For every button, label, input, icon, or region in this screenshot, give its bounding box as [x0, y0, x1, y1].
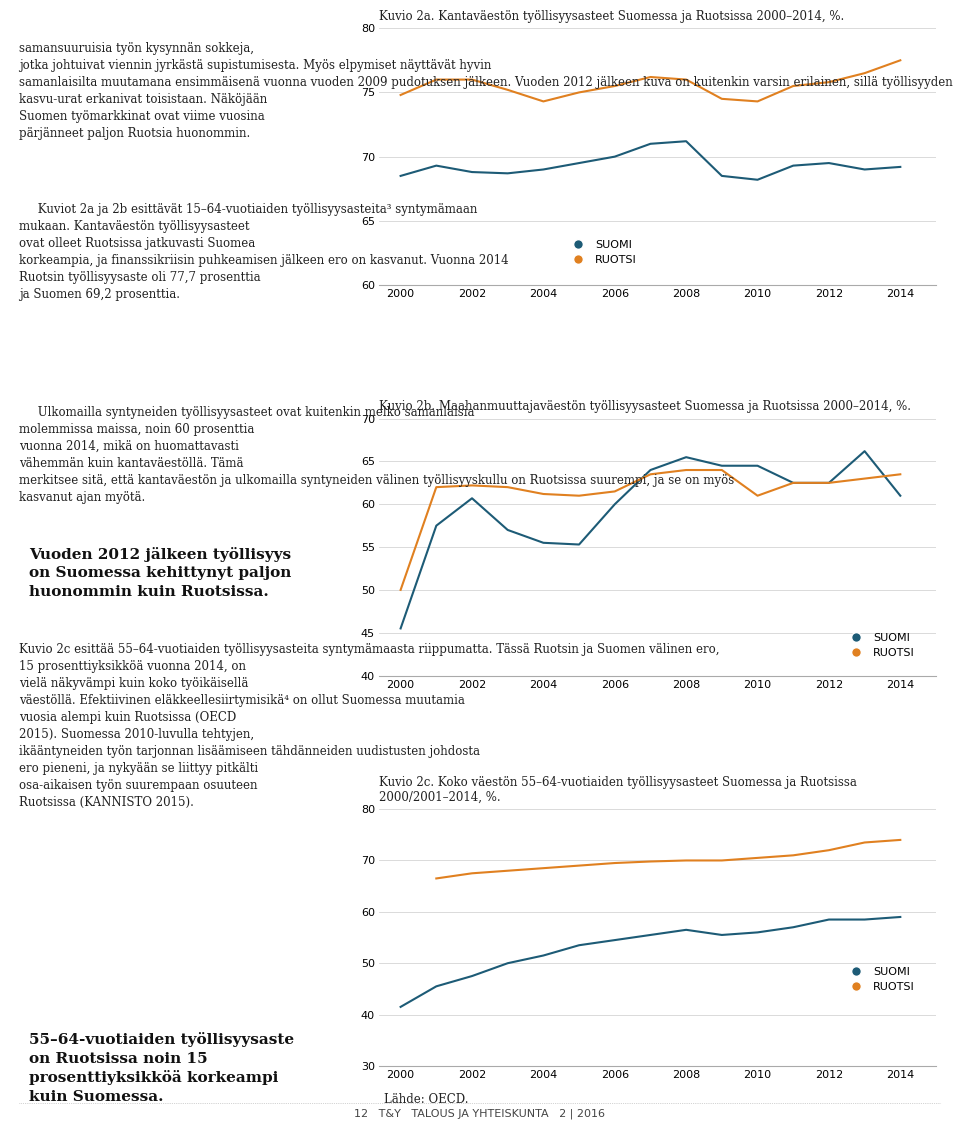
Legend: SUOMI, RUOTSI: SUOMI, RUOTSI: [563, 236, 641, 270]
Text: Kuvio 2a. Kantaväestön työllisyysasteet Suomessa ja Ruotsissa 2000–2014, %.: Kuvio 2a. Kantaväestön työllisyysasteet …: [379, 10, 845, 23]
Text: 55–64-vuotiaiden työllisyysaste
on Ruotsissa noin 15
prosenttiyksikköä korkeampi: 55–64-vuotiaiden työllisyysaste on Ruots…: [29, 1032, 294, 1103]
Legend: SUOMI, RUOTSI: SUOMI, RUOTSI: [841, 629, 920, 662]
Text: Lähde: OECD.: Lähde: OECD.: [384, 1093, 468, 1107]
Text: samansuuruisia työn kysynnän sokkeja,
jotka johtuivat viennin jyrkästä supistumi: samansuuruisia työn kysynnän sokkeja, jo…: [19, 42, 953, 140]
Text: Kuvio 2c. Koko väestön 55–64-vuotiaiden työllisyysasteet Suomessa ja Ruotsissa
2: Kuvio 2c. Koko väestön 55–64-vuotiaiden …: [379, 776, 857, 804]
Text: Vuoden 2012 jälkeen työllisyys
on Suomessa kehittynyt paljon
huonommin kuin Ruot: Vuoden 2012 jälkeen työllisyys on Suomes…: [29, 547, 291, 599]
Legend: SUOMI, RUOTSI: SUOMI, RUOTSI: [841, 963, 920, 996]
Text: Kuvio 2b. Maahanmuuttajaväestön työllisyysasteet Suomessa ja Ruotsissa 2000–2014: Kuvio 2b. Maahanmuuttajaväestön työllisy…: [379, 400, 911, 413]
Text: Kuviot 2a ja 2b esittävät 15–64-vuotiaiden työllisyysasteita³ syntymämaan
mukaan: Kuviot 2a ja 2b esittävät 15–64-vuotiaid…: [19, 203, 509, 301]
Text: Ulkomailla syntyneiden työllisyysasteet ovat kuitenkin melko samanlaisia
molemmi: Ulkomailla syntyneiden työllisyysasteet …: [19, 406, 734, 504]
Text: Kuvio 2c esittää 55–64-vuotiaiden työllisyysasteita syntymämaasta riippumatta. T: Kuvio 2c esittää 55–64-vuotiaiden työlli…: [19, 643, 720, 809]
Text: 12   T&Y   TALOUS JA YHTEISKUNTA   2 | 2016: 12 T&Y TALOUS JA YHTEISKUNTA 2 | 2016: [354, 1109, 606, 1119]
